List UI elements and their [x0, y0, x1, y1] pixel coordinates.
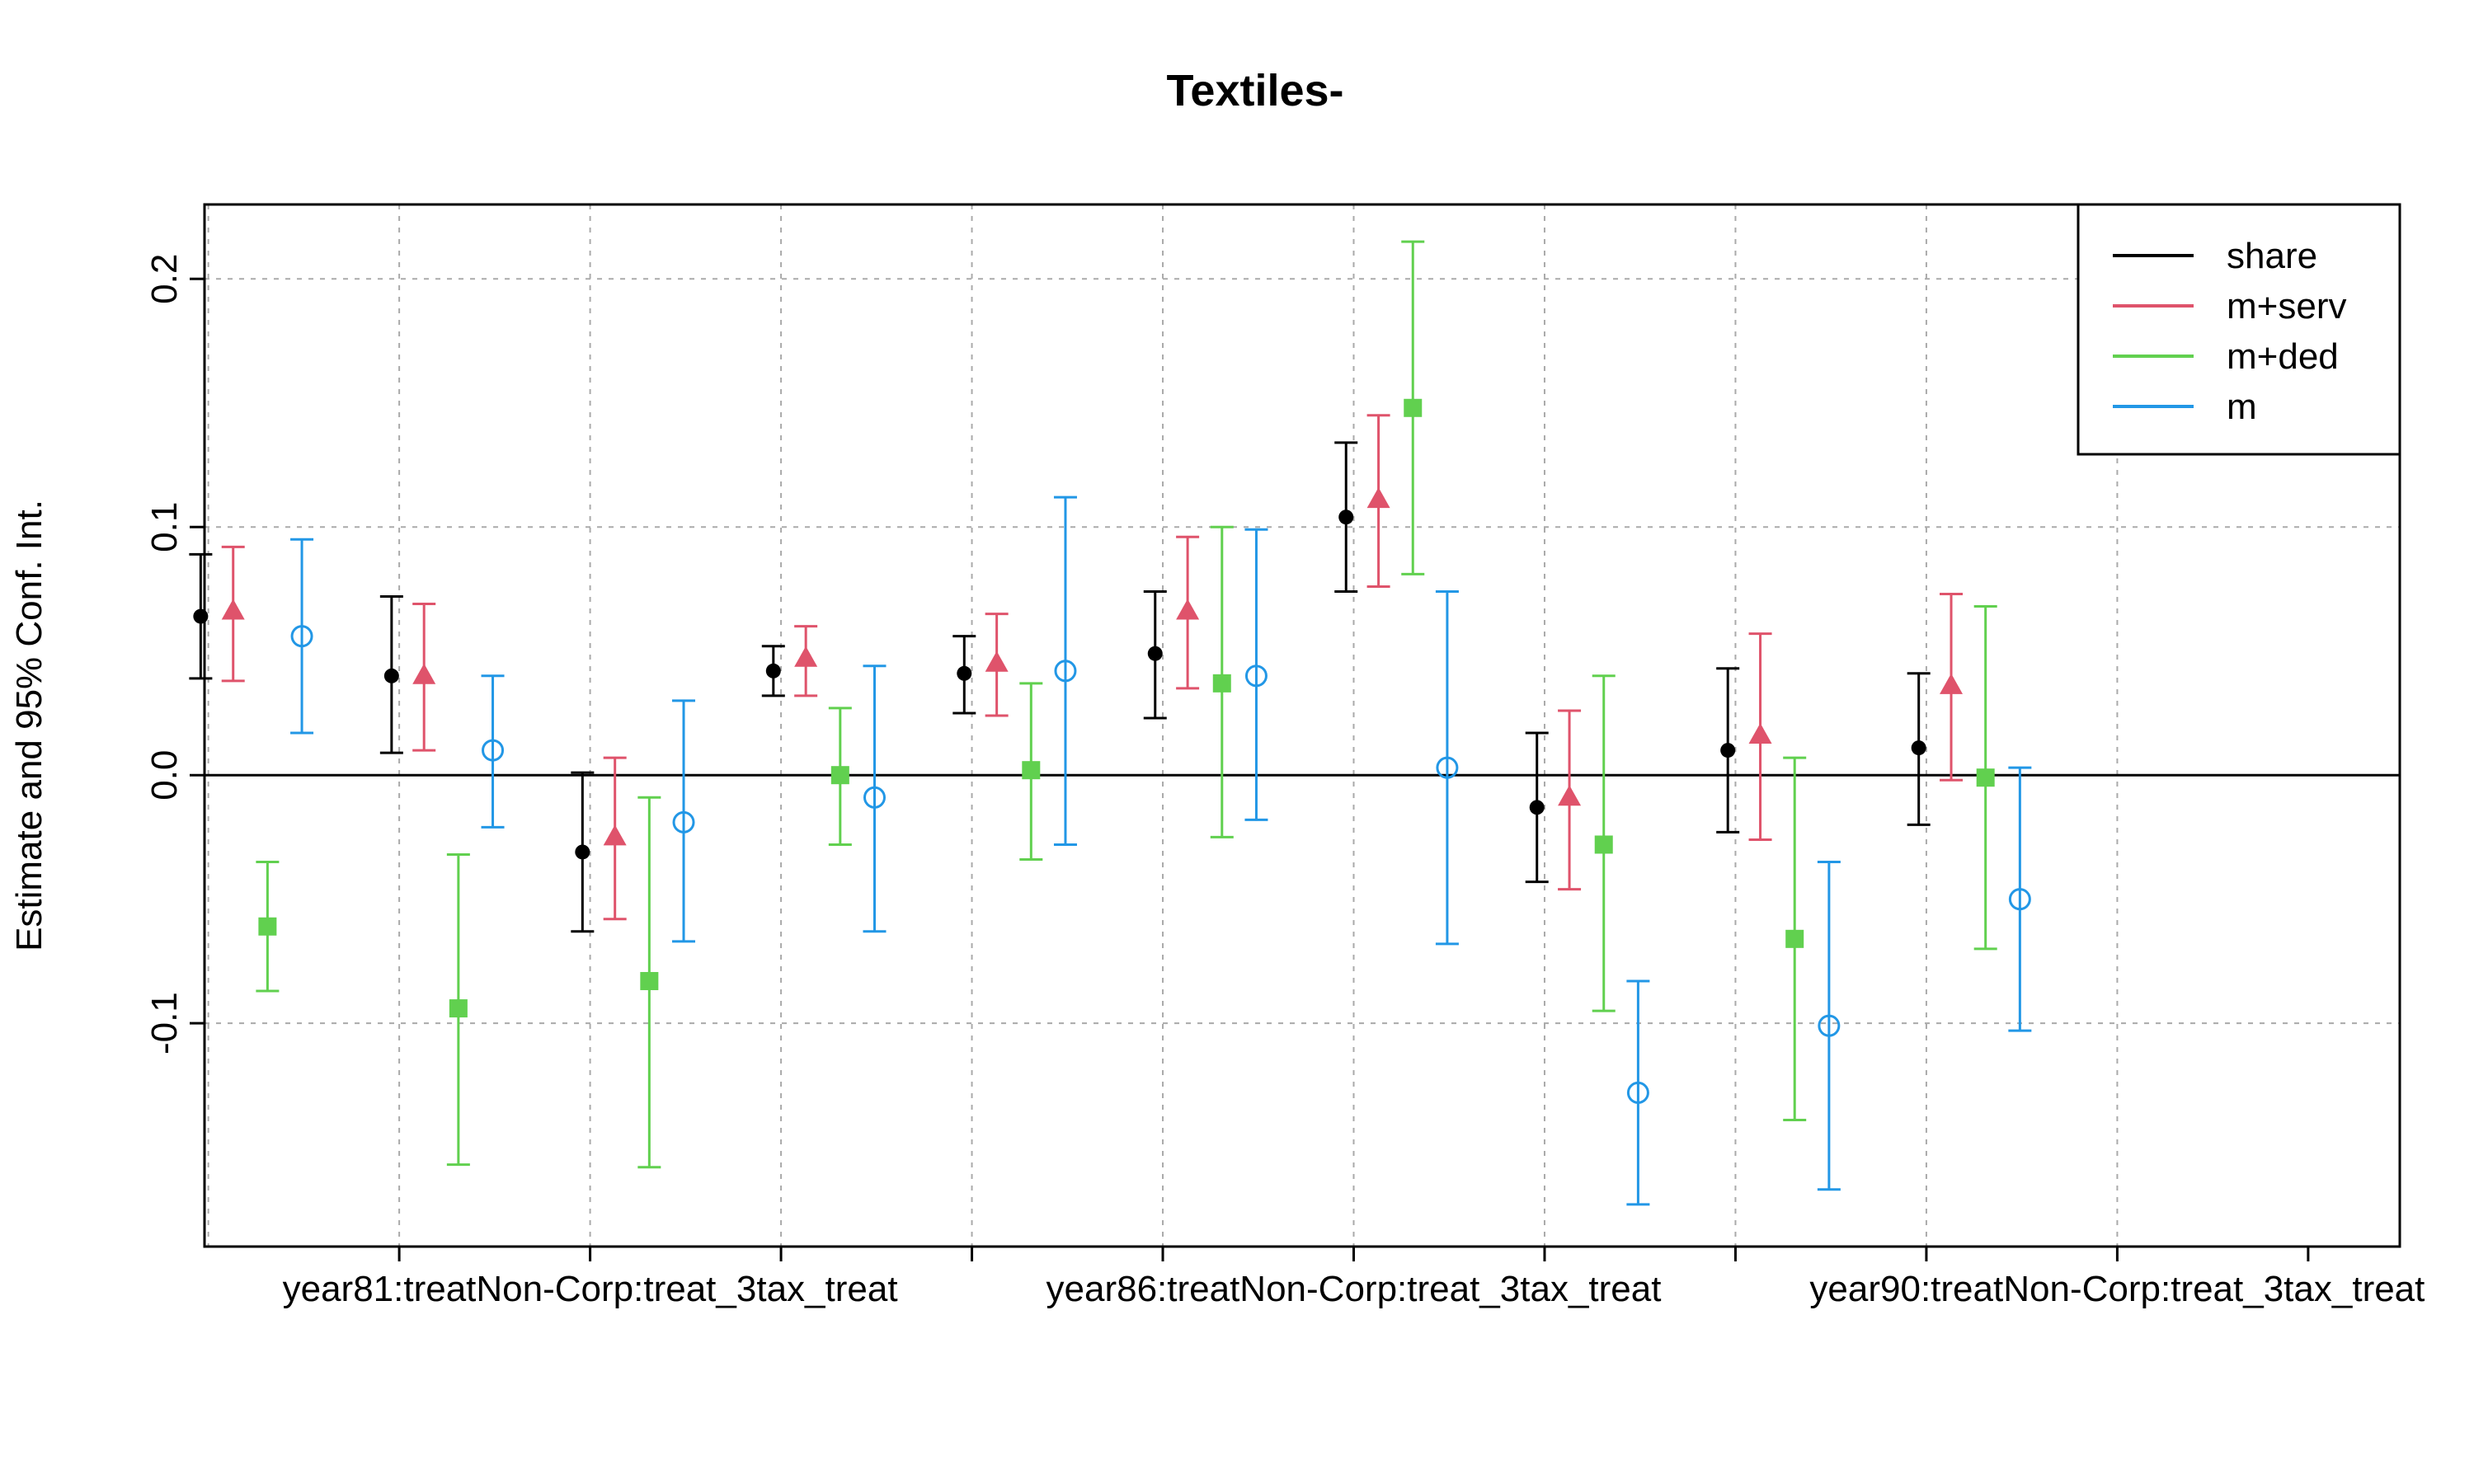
marker-share	[1147, 646, 1163, 661]
marker-m	[1436, 756, 1459, 779]
marker-share	[957, 665, 972, 681]
marker-share	[1338, 510, 1354, 525]
y-tick-label: -0.1	[144, 992, 185, 1054]
marker-m+ded	[1594, 835, 1613, 854]
legend-label: share	[2227, 236, 2317, 276]
y-tick-label: 0.1	[144, 502, 185, 552]
y-tick-label: 0.0	[144, 750, 185, 801]
plot-frame	[203, 203, 2401, 1248]
marker-m+serv	[1558, 785, 1582, 806]
marker-m+serv	[794, 646, 818, 667]
marker-m	[2008, 888, 2031, 911]
marker-m+serv	[1176, 599, 1200, 620]
plot-area: -0.1 0.0 0.1 0.2 year81:treatNon-Corp:treat_…	[144, 204, 2425, 1309]
marker-m+ded	[1785, 929, 1804, 948]
marker-share	[383, 668, 399, 683]
marker-share	[1720, 743, 1736, 758]
marker-m	[1818, 1014, 1841, 1037]
marker-share	[1911, 740, 1926, 756]
marker-m	[1054, 660, 1077, 683]
marker-m+ded	[449, 999, 468, 1018]
legend-label: m+ded	[2227, 336, 2339, 377]
marker-m+ded	[1022, 761, 1041, 780]
marker-m+ded	[1404, 398, 1423, 417]
marker-m+serv	[1940, 673, 1964, 694]
x-tick-label: year90:treatNon-Corp:treat_3tax_treat	[1809, 1269, 2425, 1309]
legend-label: m+serv	[2227, 286, 2346, 326]
marker-m+ded	[830, 766, 849, 785]
marker-m	[290, 625, 313, 648]
marker-m+ded	[1212, 674, 1231, 693]
marker-m	[1626, 1081, 1649, 1104]
legend-box	[2077, 203, 2401, 456]
marker-m+serv	[603, 824, 627, 846]
x-tick-label: year81:treatNon-Corp:treat_3tax_treat	[283, 1269, 898, 1309]
marker-m+serv	[221, 599, 245, 620]
marker-m	[863, 786, 886, 809]
y-axis-label: Estimate and 95% Conf. Int.	[9, 500, 49, 951]
marker-m+serv	[985, 650, 1009, 672]
marker-m+serv	[412, 663, 436, 684]
marker-m	[672, 810, 695, 834]
legend: share m+serv m+ded m	[2077, 203, 2401, 456]
marker-m+ded	[1976, 768, 1995, 787]
marker-m+ded	[640, 971, 659, 990]
marker-share	[1529, 800, 1545, 815]
x-tick-label: year86:treatNon-Corp:treat_3tax_treat	[1047, 1269, 1662, 1309]
y-tick-label: 0.2	[144, 254, 185, 304]
legend-label: m	[2227, 387, 2257, 427]
chart-title: Textiles-	[1166, 66, 1343, 115]
marker-m+ded	[258, 917, 277, 936]
marker-m+serv	[1748, 723, 1772, 744]
marker-m	[482, 739, 505, 762]
marker-share	[575, 844, 590, 860]
marker-share	[193, 608, 209, 624]
marker-m+serv	[1366, 487, 1390, 509]
marker-share	[765, 663, 781, 679]
marker-m	[1244, 665, 1268, 688]
